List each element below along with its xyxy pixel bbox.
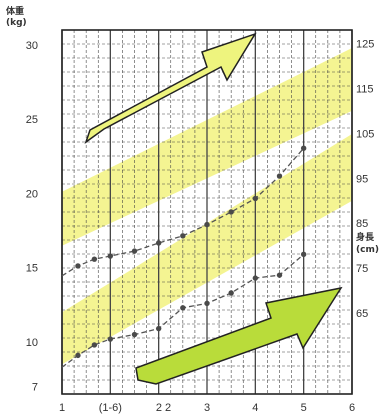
data-point	[107, 253, 114, 259]
arrows	[84, 32, 343, 385]
left-tick-label: 7	[32, 382, 38, 394]
x-tick-label: 3	[204, 402, 210, 414]
data-point	[204, 221, 210, 228]
data-point	[252, 195, 259, 202]
left-tick-label: 15	[26, 263, 38, 275]
right-axis-title: 身長	[356, 231, 375, 243]
data-point	[131, 248, 138, 254]
data-point	[300, 251, 307, 258]
x-tick-label: 1	[59, 402, 65, 414]
x-tick-label: 5	[301, 402, 307, 414]
data-point	[276, 272, 283, 278]
data-point	[300, 145, 307, 151]
tick-labels: 7 10 15 20 25 30 65 75 85 95 105 115 125 1 (1-6) 2 2 3 4 5…	[26, 38, 375, 414]
data-point	[228, 290, 234, 296]
data-point	[91, 256, 98, 262]
right-tick-label: 125	[356, 38, 374, 50]
series-line-2	[61, 253, 305, 368]
data-point	[155, 240, 162, 246]
data-point	[155, 325, 162, 332]
right-tick-label: 115	[356, 83, 374, 95]
right-tick-label: 85	[356, 218, 368, 230]
data-point	[204, 300, 210, 307]
x-tick-label: 2 2	[156, 402, 171, 414]
left-tick-label: 30	[26, 40, 38, 52]
arrow-up-right-icon	[135, 286, 343, 385]
data-point	[75, 263, 81, 269]
data-point	[180, 305, 186, 311]
right-tick-label: 75	[356, 263, 368, 275]
data-point	[131, 331, 138, 338]
x-tick-label: 4	[252, 402, 258, 414]
right-tick-label: 105	[356, 128, 374, 140]
data-point	[75, 352, 81, 359]
left-tick-label: 25	[26, 114, 38, 126]
left-tick-label: 10	[26, 337, 38, 349]
right-tick-label: 65	[356, 308, 368, 320]
series-line-1	[61, 147, 305, 277]
arrow-up-right-icon	[84, 32, 257, 144]
x-tick-label: (1-6)	[99, 402, 122, 414]
data-point	[91, 342, 98, 348]
data-point	[252, 275, 259, 281]
series-lines	[61, 147, 305, 368]
right-axis-unit: (cm)	[356, 245, 379, 255]
grid-lines	[61, 29, 353, 395]
right-tick-label: 95	[356, 173, 368, 185]
data-point	[107, 336, 114, 342]
data-point	[228, 209, 234, 215]
x-tick-label: 6	[349, 402, 355, 414]
left-axis-title: 体重	[6, 5, 24, 17]
data-point	[180, 233, 186, 239]
series-markers	[75, 145, 307, 359]
data-point	[276, 173, 283, 179]
plot-frame	[61, 29, 353, 395]
left-tick-label: 20	[26, 188, 38, 200]
left-axis-unit: (kg)	[6, 18, 27, 28]
